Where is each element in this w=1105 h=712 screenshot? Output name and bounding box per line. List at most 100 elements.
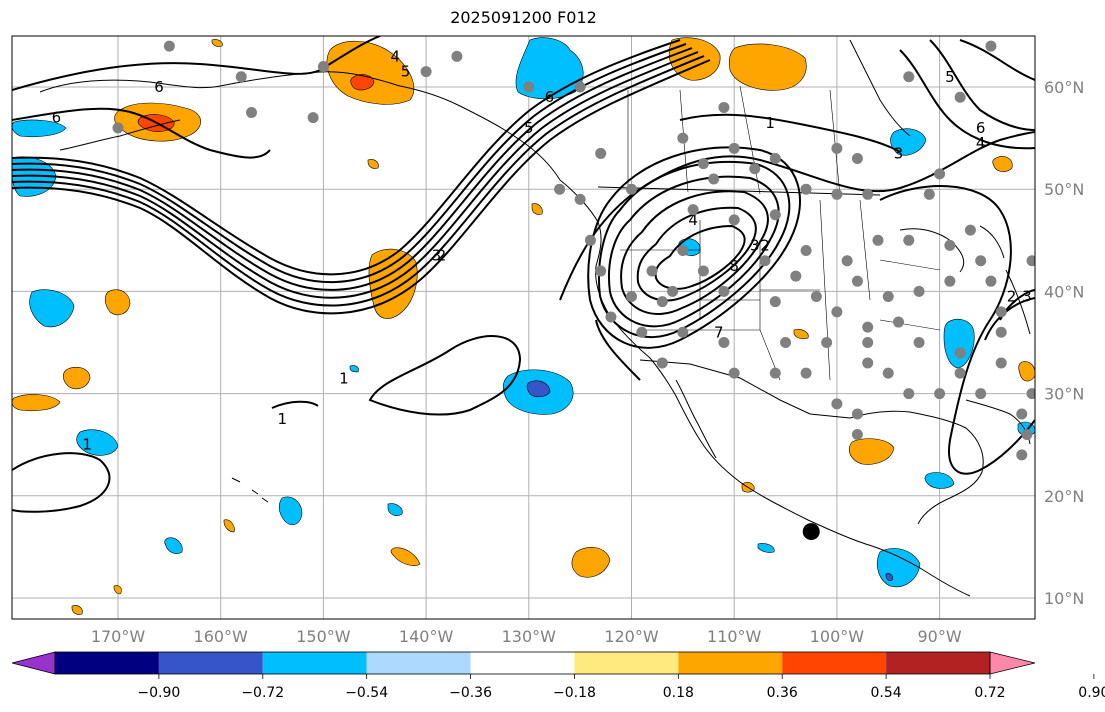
lat-tick-label: 10°N [1044,589,1084,608]
lon-tick-label: 110°W [707,627,762,646]
station-dot [769,367,781,379]
colorbar-segment [886,652,990,674]
station-dot [975,388,987,400]
station-dot [163,40,175,52]
station-dot [862,321,874,333]
station-dot [605,311,617,323]
height-contours [12,36,1035,513]
station-dot [1037,337,1048,348]
colorbar-label: −0.18 [553,685,596,701]
contour-label: 5 [401,63,411,81]
negative-anomaly-area [349,365,359,373]
station-dot [934,168,946,180]
station-dot [317,61,329,73]
lat-tick-label: 30°N [1044,385,1084,404]
latitude-labels: 60°N 50°N 40°N 30°N 20°N 10°N [1044,78,1084,608]
lat-tick-label: 20°N [1044,487,1084,506]
positive-anomaly-area [71,605,83,615]
us-mexico-border [639,359,851,419]
lon-tick-label: 100°W [810,627,865,646]
station-dot [677,326,689,338]
station-dot [903,234,915,246]
colorbar-label: 0.36 [767,685,798,701]
colorbar-segment [470,652,575,674]
station-dot [954,367,966,379]
station-dot [708,173,720,185]
positive-anomaly-area [326,40,415,105]
station-dot [1026,388,1035,400]
station-dot [420,66,432,78]
station-dot [831,188,843,200]
station-dot [841,255,853,267]
station-dot [656,357,668,369]
station-dot [626,291,637,303]
contour-label: 6 [154,78,164,96]
positive-anomaly-area [62,366,91,390]
station-dot [687,204,699,216]
station-dot [780,337,792,348]
station-dot [769,153,781,165]
contour-label: 4 [391,47,401,65]
station-dot [862,357,874,369]
station-dot [718,285,730,297]
contour-label: 5 [524,119,534,137]
negative-anomaly-area [76,429,119,456]
contour-label: 8 [729,257,739,275]
station-dot [800,183,812,195]
station-dot [851,275,863,287]
positive-anomaly-area [849,438,895,465]
station-dot [235,71,247,83]
station-dot [646,265,658,277]
positive-anomaly-area [728,43,807,91]
station-dot [810,291,822,303]
contour-label: 6 [545,88,555,106]
station-dot [656,296,668,308]
contour-label: 2 [760,236,770,254]
highlight-dot [802,523,820,541]
lat-tick-label: 60°N [1044,78,1084,97]
station-dot [985,40,997,52]
colorbar-label: 0.72 [974,685,1005,701]
contour-label: 3 [432,247,442,265]
contour-label: 3 [1022,288,1032,306]
station-dot [667,285,679,297]
station-dot [913,337,925,348]
station-dot [554,183,566,195]
colorbar-segment [782,652,887,674]
contour-label: 7 [714,323,724,341]
positive-anomaly-area [12,394,61,412]
lon-tick-label: 160°W [194,627,249,646]
station-dot [872,234,884,246]
station-dot [749,163,761,175]
station-dot [903,388,915,400]
colorbar-label: −0.36 [449,685,492,701]
negative-anomaly-area [885,573,893,581]
station-dot [523,81,535,93]
positive-anomaly-area [211,39,223,47]
hawaii [231,477,269,503]
positive-anomaly-area [223,519,235,533]
station-dot [574,81,586,93]
positive-anomaly-area [1018,361,1035,382]
station-dot [1026,255,1035,267]
positive-anomaly-area [367,159,379,169]
station-dot [944,275,956,287]
station-dot [882,291,894,303]
station-dot [677,132,689,144]
baja-california [675,379,717,459]
station-dot [595,265,607,277]
aleutian-islands [59,119,181,151]
colorbar-segment [262,652,367,674]
station-dot [728,214,740,226]
station-dot [697,265,709,277]
lon-tick-label: 170°W [91,627,146,646]
positive-anomaly-area [571,547,611,578]
station-dot [862,337,874,348]
colorbar-segment [366,652,471,674]
map-frame [11,35,1036,620]
colorbar-segment [11,651,56,675]
negative-anomaly-area [278,496,303,526]
colorbar-label: 0.90 [1078,685,1105,701]
